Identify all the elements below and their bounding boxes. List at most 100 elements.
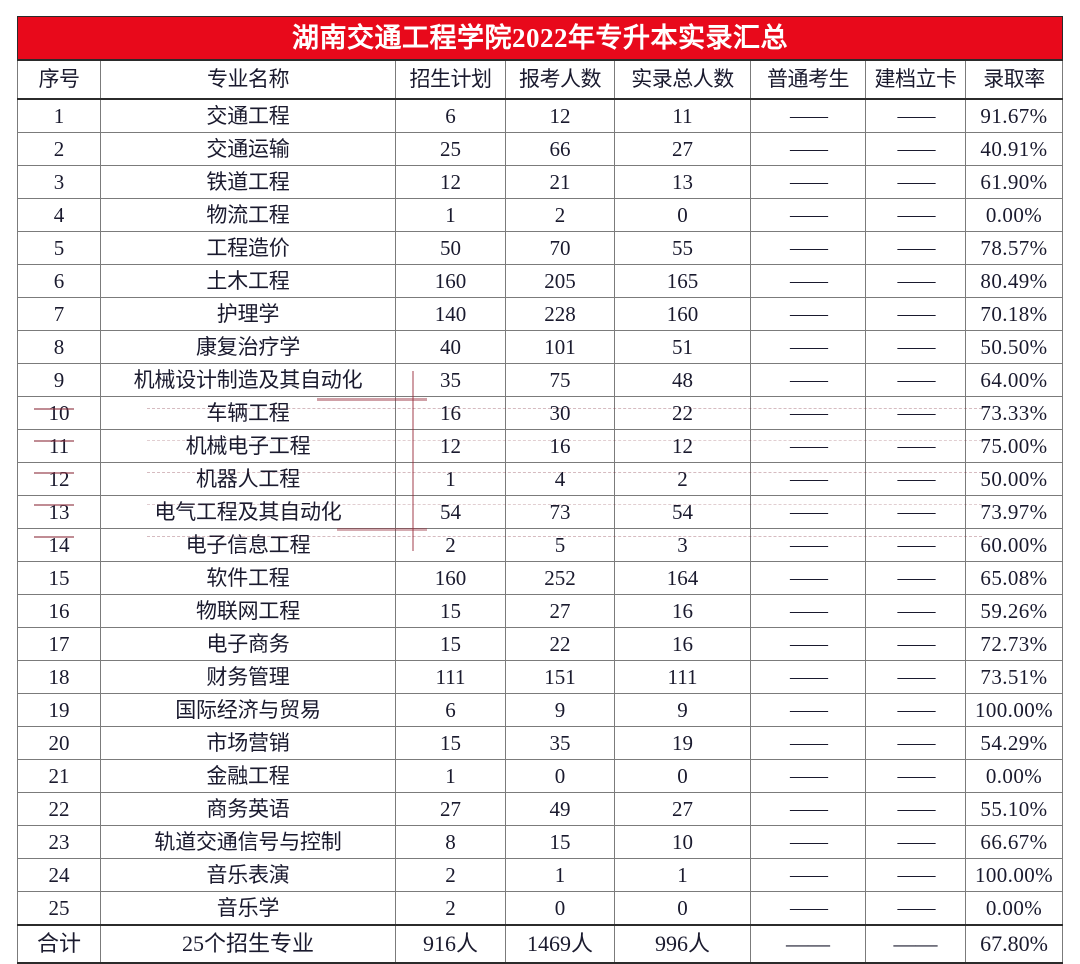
cell-major: 交通工程 bbox=[100, 98, 396, 133]
cell-index: 10 bbox=[17, 396, 101, 430]
cell-card: —— bbox=[865, 330, 966, 364]
column-header-rate: 录取率 bbox=[965, 59, 1063, 100]
cell-index: 16 bbox=[17, 594, 101, 628]
cell-major: 交通运输 bbox=[100, 132, 396, 166]
cell-applied: 4 bbox=[505, 462, 615, 496]
cell-card: —— bbox=[865, 759, 966, 793]
cell-applied: 0 bbox=[505, 891, 615, 926]
cell-admitted: 3 bbox=[614, 528, 751, 562]
cell-card: —— bbox=[865, 429, 966, 463]
cell-rate: 91.67% bbox=[965, 98, 1063, 133]
cell-general: —— bbox=[750, 98, 866, 133]
cell-rate: 40.91% bbox=[965, 132, 1063, 166]
cell-rate: 80.49% bbox=[965, 264, 1063, 298]
cell-card: —— bbox=[865, 627, 966, 661]
cell-major: 工程造价 bbox=[100, 231, 396, 265]
cell-card: —— bbox=[865, 495, 966, 529]
total-card: —— bbox=[865, 924, 966, 964]
cell-applied: 12 bbox=[505, 98, 615, 133]
cell-rate: 100.00% bbox=[965, 693, 1063, 727]
cell-admitted: 11 bbox=[614, 98, 751, 133]
table-row: 22 商务英语 27 49 27 —— —— 55.10% bbox=[17, 792, 1063, 826]
cell-applied: 5 bbox=[505, 528, 615, 562]
cell-card: —— bbox=[865, 165, 966, 199]
cell-index: 13 bbox=[17, 495, 101, 529]
table-row: 13 电气工程及其自动化 54 73 54 —— —— 73.97% bbox=[17, 495, 1063, 529]
cell-card: —— bbox=[865, 198, 966, 232]
cell-applied: 1 bbox=[505, 858, 615, 892]
cell-card: —— bbox=[865, 891, 966, 926]
table-row: 15 软件工程 160 252 164 —— —— 65.08% bbox=[17, 561, 1063, 595]
cell-admitted: 16 bbox=[614, 594, 751, 628]
cell-applied: 49 bbox=[505, 792, 615, 826]
column-header-admitted: 实录总人数 bbox=[614, 59, 751, 100]
column-header-major: 专业名称 bbox=[100, 59, 396, 100]
cell-applied: 16 bbox=[505, 429, 615, 463]
cell-rate: 60.00% bbox=[965, 528, 1063, 562]
cell-index: 14 bbox=[17, 528, 101, 562]
total-major: 25个招生专业 bbox=[100, 924, 396, 964]
cell-major: 机械电子工程 bbox=[100, 429, 396, 463]
cell-applied: 252 bbox=[505, 561, 615, 595]
cell-plan: 15 bbox=[395, 627, 506, 661]
total-plan: 916人 bbox=[395, 924, 506, 964]
cell-admitted: 48 bbox=[614, 363, 751, 397]
table-row: 3 铁道工程 12 21 13 —— —— 61.90% bbox=[17, 165, 1063, 199]
cell-general: —— bbox=[750, 858, 866, 892]
cell-rate: 0.00% bbox=[965, 759, 1063, 793]
cell-major: 机器人工程 bbox=[100, 462, 396, 496]
cell-plan: 6 bbox=[395, 693, 506, 727]
cell-admitted: 54 bbox=[614, 495, 751, 529]
cell-card: —— bbox=[865, 561, 966, 595]
column-header-plan: 招生计划 bbox=[395, 59, 506, 100]
total-applied: 1469人 bbox=[505, 924, 615, 964]
cell-rate: 64.00% bbox=[965, 363, 1063, 397]
table-row: 10 车辆工程 16 30 22 —— —— 73.33% bbox=[17, 396, 1063, 430]
table-row: 6 土木工程 160 205 165 —— —— 80.49% bbox=[17, 264, 1063, 298]
cell-rate: 50.00% bbox=[965, 462, 1063, 496]
table-row: 24 音乐表演 2 1 1 —— —— 100.00% bbox=[17, 858, 1063, 892]
cell-rate: 78.57% bbox=[965, 231, 1063, 265]
cell-index: 9 bbox=[17, 363, 101, 397]
total-admitted: 996人 bbox=[614, 924, 751, 964]
cell-card: —— bbox=[865, 792, 966, 826]
table-header-row: 序号 专业名称 招生计划 报考人数 实录总人数 普通考生 建档立卡 录取率 bbox=[17, 59, 1063, 100]
cell-general: —— bbox=[750, 693, 866, 727]
table-row: 20 市场营销 15 35 19 —— —— 54.29% bbox=[17, 726, 1063, 760]
cell-plan: 2 bbox=[395, 891, 506, 926]
cell-general: —— bbox=[750, 396, 866, 430]
cell-index: 22 bbox=[17, 792, 101, 826]
cell-card: —— bbox=[865, 660, 966, 694]
cell-plan: 15 bbox=[395, 726, 506, 760]
cell-card: —— bbox=[865, 528, 966, 562]
cell-index: 6 bbox=[17, 264, 101, 298]
table-row: 16 物联网工程 15 27 16 —— —— 59.26% bbox=[17, 594, 1063, 628]
cell-general: —— bbox=[750, 264, 866, 298]
cell-plan: 8 bbox=[395, 825, 506, 859]
cell-card: —— bbox=[865, 462, 966, 496]
cell-rate: 66.67% bbox=[965, 825, 1063, 859]
cell-admitted: 0 bbox=[614, 891, 751, 926]
cell-admitted: 0 bbox=[614, 198, 751, 232]
cell-rate: 73.97% bbox=[965, 495, 1063, 529]
cell-applied: 15 bbox=[505, 825, 615, 859]
cell-rate: 0.00% bbox=[965, 891, 1063, 926]
cell-plan: 1 bbox=[395, 198, 506, 232]
cell-general: —— bbox=[750, 429, 866, 463]
cell-applied: 228 bbox=[505, 297, 615, 331]
cell-major: 国际经济与贸易 bbox=[100, 693, 396, 727]
cell-plan: 12 bbox=[395, 429, 506, 463]
cell-admitted: 165 bbox=[614, 264, 751, 298]
table-row: 11 机械电子工程 12 16 12 —— —— 75.00% bbox=[17, 429, 1063, 463]
cell-general: —— bbox=[750, 198, 866, 232]
cell-general: —— bbox=[750, 462, 866, 496]
cell-major: 市场营销 bbox=[100, 726, 396, 760]
cell-rate: 61.90% bbox=[965, 165, 1063, 199]
cell-index: 2 bbox=[17, 132, 101, 166]
cell-general: —— bbox=[750, 297, 866, 331]
table-row: 25 音乐学 2 0 0 —— —— 0.00% bbox=[17, 891, 1063, 926]
cell-general: —— bbox=[750, 627, 866, 661]
cell-card: —— bbox=[865, 858, 966, 892]
table-row: 9 机械设计制造及其自动化 35 75 48 —— —— 64.00% bbox=[17, 363, 1063, 397]
table-row: 18 财务管理 111 151 111 —— —— 73.51% bbox=[17, 660, 1063, 694]
